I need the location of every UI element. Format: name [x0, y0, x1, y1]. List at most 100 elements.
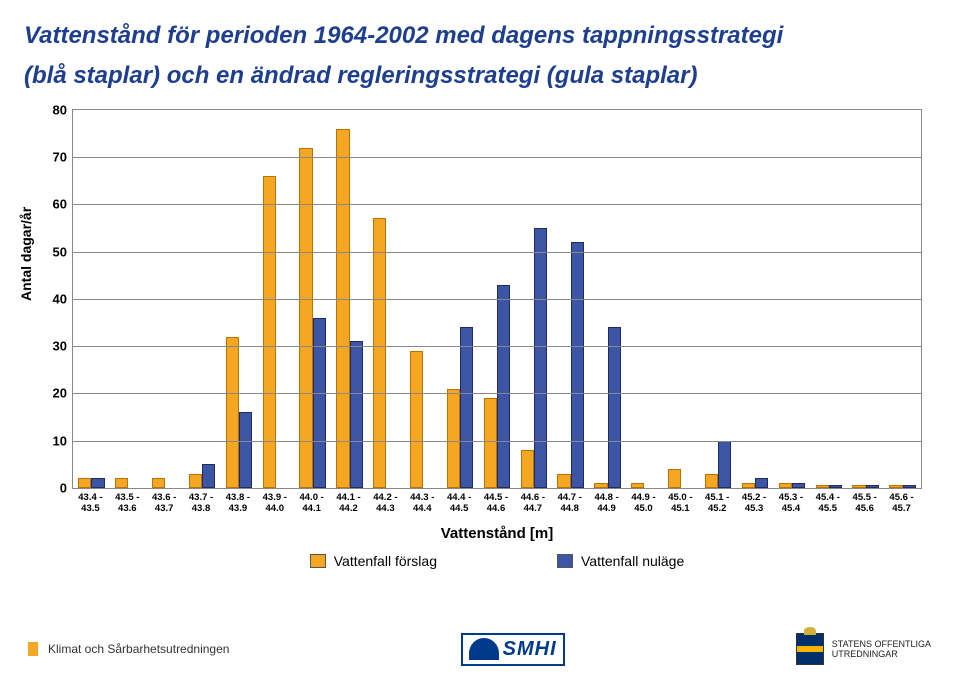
- bar-forslag: [705, 474, 718, 488]
- bar-forslag: [447, 389, 460, 488]
- y-tick-label: 60: [53, 197, 67, 212]
- bar-forslag: [631, 483, 644, 488]
- bar-nulage: [239, 412, 252, 488]
- x-tick-label: 45.4 -45.5: [816, 493, 840, 515]
- x-tick-label: 45.3 -45.4: [779, 493, 803, 515]
- bar-forslag: [299, 148, 312, 488]
- bar-forslag: [115, 478, 128, 487]
- smhi-logo: SMHI: [461, 633, 565, 666]
- sou-text: STATENS OFFENTLIGA UTREDNINGAR: [832, 639, 931, 660]
- bar-forslag: [889, 485, 902, 487]
- bar-nulage: [829, 485, 842, 487]
- bar-forslag: [152, 478, 165, 487]
- sou-logo: STATENS OFFENTLIGA UTREDNINGAR: [796, 633, 931, 665]
- x-axis-label: Vattenstånd [m]: [72, 525, 922, 542]
- gridline: [73, 441, 921, 442]
- bar-forslag: [226, 337, 239, 488]
- x-tick-label: 43.5 -43.6: [115, 493, 139, 515]
- bar-forslag: [373, 218, 386, 487]
- bar-forslag: [668, 469, 681, 488]
- title-line-2: (blå staplar) och en ändrad regleringsst…: [24, 60, 935, 92]
- bar-nulage: [608, 327, 621, 488]
- x-tick-label: 45.2 -45.3: [742, 493, 766, 515]
- bar-forslag: [852, 485, 865, 487]
- gridline: [73, 299, 921, 300]
- legend-item-forslag: Vattenfall förslag: [310, 553, 437, 569]
- x-tick-label: 45.0 -45.1: [668, 493, 692, 515]
- bar-nulage: [866, 485, 879, 487]
- bar-nulage: [534, 228, 547, 488]
- x-tick-label: 44.5 -44.6: [484, 493, 508, 515]
- sou-crest-icon: [796, 633, 824, 665]
- x-tick-label: 43.6 -43.7: [152, 493, 176, 515]
- x-tick-label: 44.1 -44.2: [336, 493, 360, 515]
- y-tick-label: 20: [53, 386, 67, 401]
- bar-nulage: [202, 464, 215, 488]
- bar-forslag: [78, 478, 91, 487]
- bar-nulage: [903, 485, 916, 487]
- y-tick-label: 30: [53, 339, 67, 354]
- bar-nulage: [718, 441, 731, 488]
- bar-forslag: [410, 351, 423, 488]
- x-tick-label: 43.8 -43.9: [226, 493, 250, 515]
- bar-nulage: [350, 341, 363, 487]
- bar-forslag: [557, 474, 570, 488]
- bar-forslag: [336, 129, 349, 488]
- legend-swatch-nulage: [557, 554, 573, 568]
- gridline: [73, 252, 921, 253]
- chart: Antal dagar/år 01020304050607080 43.4 -4…: [26, 101, 936, 581]
- footer-left: Klimat och Sårbarhetsutredningen: [28, 642, 229, 656]
- bar-nulage: [91, 478, 104, 487]
- plot-area: 01020304050607080: [72, 109, 922, 489]
- bar-forslag: [521, 450, 534, 488]
- gridline: [73, 157, 921, 158]
- sou-line-2: UTREDNINGAR: [832, 649, 931, 659]
- x-tick-label: 45.6 -45.7: [889, 493, 913, 515]
- sou-line-1: STATENS OFFENTLIGA: [832, 639, 931, 649]
- bar-forslag: [816, 485, 829, 487]
- bar-forslag: [189, 474, 202, 488]
- x-tick-label: 45.1 -45.2: [705, 493, 729, 515]
- bar-forslag: [594, 483, 607, 488]
- legend-label-forslag: Vattenfall förslag: [334, 553, 437, 569]
- x-tick-label: 43.7 -43.8: [189, 493, 213, 515]
- legend-swatch-forslag: [310, 554, 326, 568]
- y-tick-label: 70: [53, 150, 67, 165]
- x-tick-label: 44.7 -44.8: [558, 493, 582, 515]
- x-tick-label: 44.9 -45.0: [631, 493, 655, 515]
- y-tick-label: 10: [53, 433, 67, 448]
- y-tick-label: 50: [53, 244, 67, 259]
- bar-nulage: [571, 242, 584, 488]
- smhi-wave-icon: [469, 638, 499, 660]
- x-tick-label: 43.4 -43.5: [78, 493, 102, 515]
- x-tick-label: 44.4 -44.5: [447, 493, 471, 515]
- y-axis-label: Antal dagar/år: [18, 207, 34, 301]
- bar-nulage: [460, 327, 473, 488]
- title-line-1: Vattenstånd för perioden 1964-2002 med d…: [24, 20, 935, 52]
- gridline: [73, 346, 921, 347]
- bar-forslag: [742, 483, 755, 488]
- bar-nulage: [755, 478, 768, 487]
- footer-accent-icon: [28, 642, 38, 656]
- gridline: [73, 393, 921, 394]
- bar-forslag: [779, 483, 792, 488]
- footer: Klimat och Sårbarhetsutredningen SMHI ST…: [0, 622, 959, 686]
- y-tick-label: 80: [53, 102, 67, 117]
- bar-nulage: [497, 285, 510, 488]
- x-tick-label: 44.6 -44.7: [521, 493, 545, 515]
- x-tick-label: 44.2 -44.3: [373, 493, 397, 515]
- x-tick-label: 44.3 -44.4: [410, 493, 434, 515]
- bar-nulage: [313, 318, 326, 488]
- y-tick-label: 40: [53, 291, 67, 306]
- x-tick-label: 44.0 -44.1: [299, 493, 323, 515]
- x-tick-label: 44.8 -44.9: [594, 493, 618, 515]
- x-tick-label: 43.9 -44.0: [263, 493, 287, 515]
- gridline: [73, 204, 921, 205]
- x-tick-label: 45.5 -45.6: [853, 493, 877, 515]
- legend: Vattenfall förslag Vattenfall nuläge: [72, 553, 922, 569]
- y-tick-label: 0: [60, 480, 67, 495]
- bar-nulage: [792, 483, 805, 488]
- legend-item-nulage: Vattenfall nuläge: [557, 553, 684, 569]
- bar-forslag: [484, 398, 497, 488]
- legend-label-nulage: Vattenfall nuläge: [581, 553, 684, 569]
